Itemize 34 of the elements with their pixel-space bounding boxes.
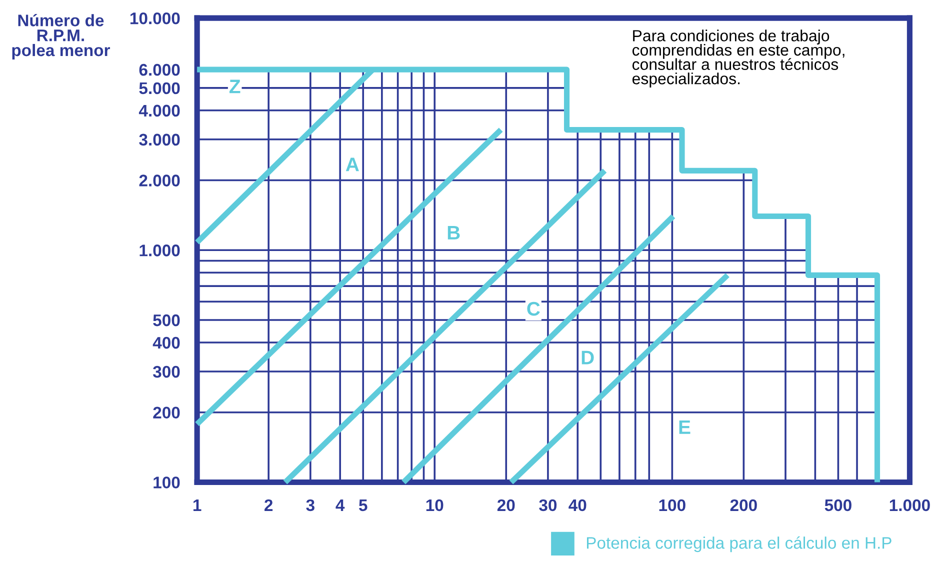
x-tick-label: 4 [336, 500, 345, 511]
annotation: D [582, 350, 594, 364]
y-tick-label: 400 [152, 336, 180, 349]
x-tick-label: 5 [358, 500, 368, 512]
annotation: Para condiciones de trabajo comprendidas en este campo, consultar a nuestros técnicos especializados. [632, 30, 844, 88]
x-tick-label: 10 [426, 499, 444, 512]
x-tick-label: 40 [568, 499, 586, 512]
annotation: A [346, 158, 359, 172]
annotation: Z [229, 80, 240, 94]
y-tick-label: 3.000 [139, 134, 180, 146]
y-tick-label: 1.000 [140, 244, 180, 256]
y-tick-label: 200 [153, 406, 180, 419]
y-tick-label: 500 [153, 314, 180, 326]
x-tick-label: 30 [539, 499, 557, 512]
x-tick-label: 3 [306, 499, 314, 512]
x-tick-label: 100 [659, 499, 686, 512]
y-tick-label: 100 [154, 476, 180, 488]
x-tick-label: 20 [497, 499, 515, 512]
y-tick-label: 10.000 [130, 12, 180, 24]
x-tick-label: 500 [824, 499, 852, 512]
y-axis-title: Número de R.P.M. polea menor [12, 14, 110, 60]
x-tick-label: 2 [264, 499, 273, 511]
annotation: C [527, 302, 540, 316]
x-tick-label: 1.000 [890, 499, 930, 512]
x-axis-title: Potencia corregida para el cálculo en H.P [586, 536, 892, 552]
annotation: B [448, 226, 460, 240]
y-tick-label: 4.000 [138, 104, 180, 117]
annotation: E [679, 420, 690, 434]
y-tick-label: 300 [152, 366, 180, 378]
y-tick-label: 6.000 [139, 64, 180, 76]
x-tick-label: 1 [193, 500, 202, 511]
y-tick-label: 5.000 [139, 82, 180, 94]
x-tick-label: 200 [730, 499, 757, 512]
y-tick-label: 2.000 [139, 174, 180, 186]
